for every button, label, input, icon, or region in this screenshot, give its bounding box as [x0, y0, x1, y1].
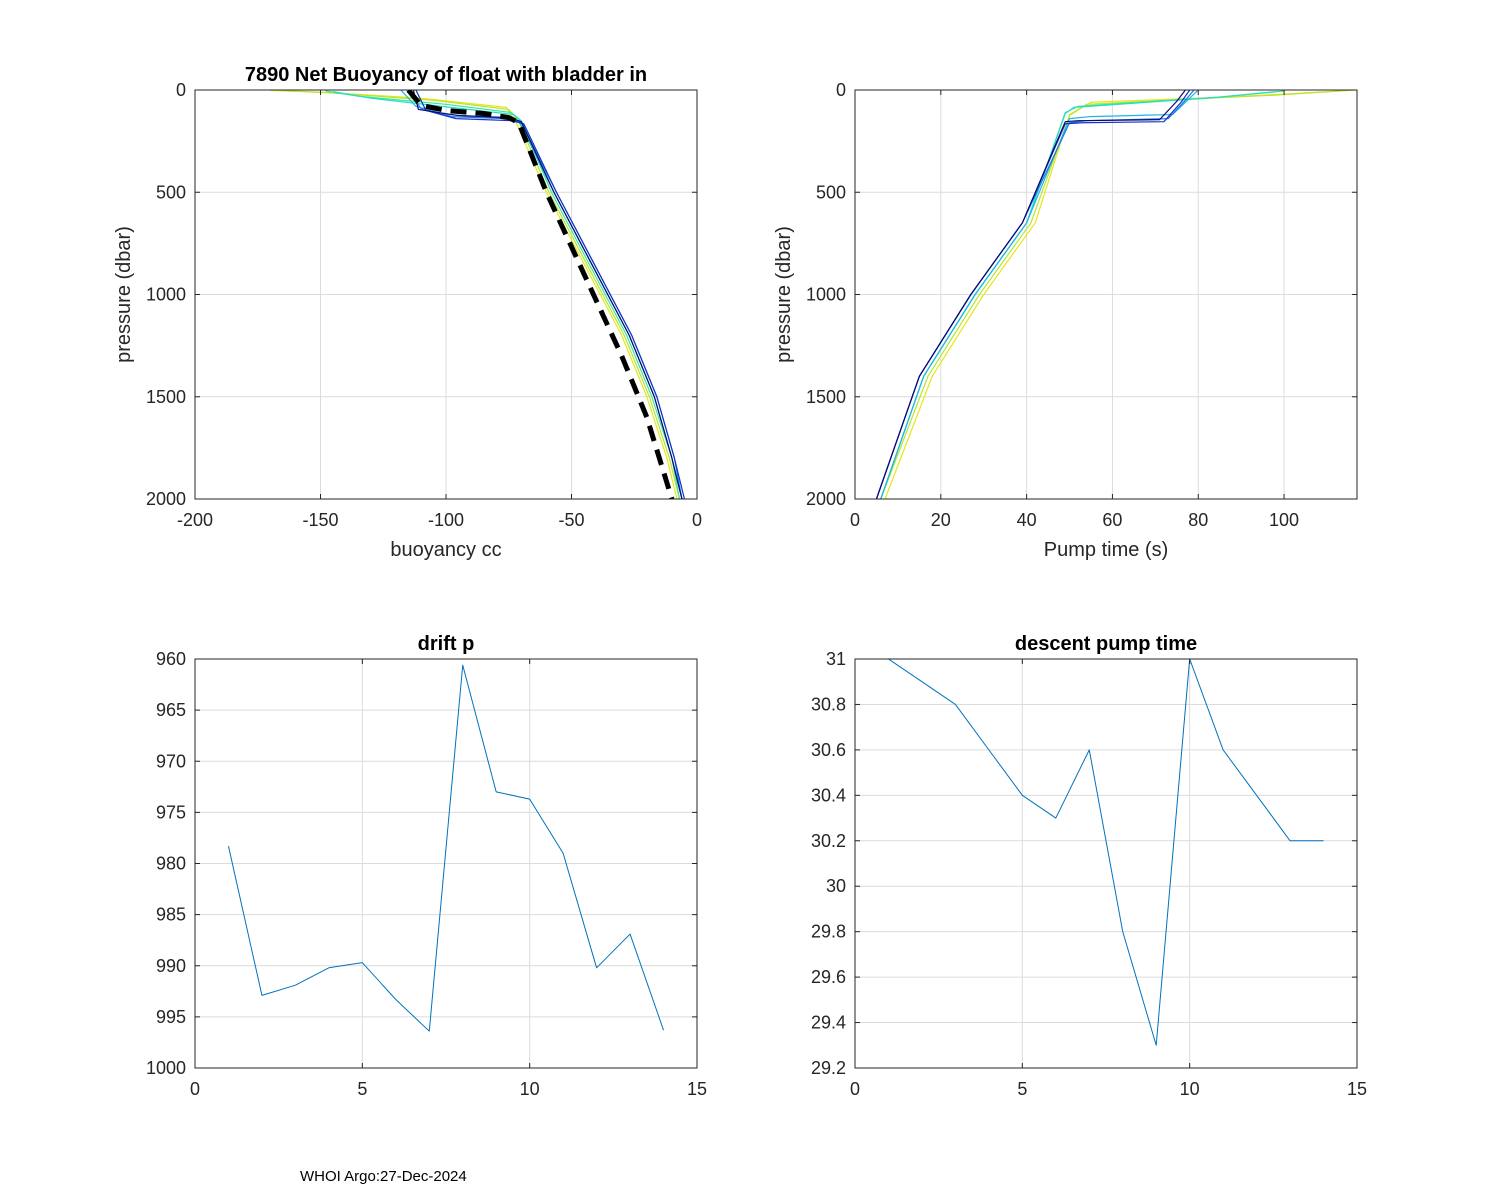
y-tick-label: 980: [156, 854, 186, 874]
y-tick-label: 985: [156, 905, 186, 925]
series-line-profile-8: [412, 90, 683, 499]
series-line: [888, 659, 1324, 1046]
y-tick-label: 29.2: [811, 1058, 846, 1078]
y-tick-label: 990: [156, 956, 186, 976]
x-axis-label: Pump time (s): [1044, 539, 1168, 561]
x-tick-label: 40: [1017, 510, 1037, 530]
y-tick-label: 995: [156, 1007, 186, 1027]
chart-driftp: 0 5 10 15 960 965 970 975 980 985 990 995 1000 drift …: [146, 633, 707, 1099]
y-axis-label: pressure (dbar): [113, 226, 135, 363]
chart-title: descent pump time: [1015, 633, 1197, 655]
x-tick-label: 80: [1188, 510, 1208, 530]
series-line-profile-1: [884, 90, 1357, 499]
data-layer: [875, 90, 1357, 499]
y-tick-label: 0: [836, 80, 846, 100]
x-tick-label: 0: [692, 510, 702, 530]
x-tick-label: -50: [558, 510, 584, 530]
x-tick-label: 0: [850, 510, 860, 530]
y-tick-label: 1500: [806, 387, 846, 407]
y-tick-label: 29.4: [811, 1013, 846, 1033]
y-tick-label: 30.6: [811, 740, 846, 760]
y-tick-label: 29.6: [811, 967, 846, 987]
data-layer: [270, 90, 686, 499]
x-tick-label: 0: [190, 1079, 200, 1099]
y-tick-label: 30.2: [811, 831, 846, 851]
series-line-profile-5: [880, 90, 1199, 499]
x-tick-label: 20: [931, 510, 951, 530]
reference-dashed-line: [406, 90, 675, 499]
y-tick-label: 1000: [146, 285, 186, 305]
x-tick-label: 15: [1347, 1079, 1367, 1099]
series-line-profile-7: [415, 90, 686, 499]
y-tick-label: 960: [156, 649, 186, 669]
x-tick-label: 100: [1269, 510, 1299, 530]
x-tick-label: 10: [1180, 1079, 1200, 1099]
x-tick-label: -100: [428, 510, 464, 530]
data-layer: [227, 664, 665, 1032]
x-tick-label: -200: [177, 510, 213, 530]
y-tick-label: 2000: [146, 489, 186, 509]
footer-stamp: WHOI Argo:27-Dec-2024: [300, 1168, 467, 1185]
chart-buoyancy: -200 -150 -100 -50 0 0 500 1000 1500 2000 7890 Net…: [113, 64, 702, 561]
data-layer: [888, 659, 1324, 1046]
y-tick-label: 500: [156, 182, 186, 202]
chart-descentpump: 0 5 10 15 29.2 29.4 29.6 29.8 30 30.2 30.4 30.6 30.8…: [811, 633, 1367, 1099]
axes-box: [854, 658, 1358, 1069]
x-tick-label: 15: [687, 1079, 707, 1099]
y-tick-label: 965: [156, 700, 186, 720]
y-tick-label: 500: [816, 182, 846, 202]
series-line-profile-2: [880, 90, 1349, 499]
x-tick-label: 0: [850, 1079, 860, 1099]
chart-title: drift p: [418, 633, 475, 655]
x-tick-label: 60: [1102, 510, 1122, 530]
x-tick-label: 10: [520, 1079, 540, 1099]
series-line-profile-8: [875, 90, 1186, 499]
y-tick-label: 1000: [146, 1058, 186, 1078]
series-line-profile-1: [270, 90, 678, 499]
x-tick-label: -150: [302, 510, 338, 530]
plot-area: [855, 659, 1357, 1068]
y-tick-label: 1000: [806, 285, 846, 305]
chart-title: 7890 Net Buoyancy of float with bladder …: [245, 64, 647, 86]
y-tick-label: 30: [826, 876, 846, 896]
y-tick-label: 1500: [146, 387, 186, 407]
y-tick-label: 29.8: [811, 922, 846, 942]
series-line-profile-2: [282, 90, 681, 499]
x-tick-label: 5: [357, 1079, 367, 1099]
x-axis-label: buoyancy cc: [390, 539, 501, 561]
y-axis-label: pressure (dbar): [773, 226, 795, 363]
y-tick-label: 30.8: [811, 694, 846, 714]
series-line: [227, 664, 665, 1032]
x-tick-label: 5: [1017, 1079, 1027, 1099]
y-tick-label: 2000: [806, 489, 846, 509]
y-tick-label: 975: [156, 802, 186, 822]
y-tick-label: 970: [156, 751, 186, 771]
y-tick-label: 31: [826, 649, 846, 669]
y-tick-label: 30.4: [811, 785, 846, 805]
y-tick-label: 0: [176, 80, 186, 100]
